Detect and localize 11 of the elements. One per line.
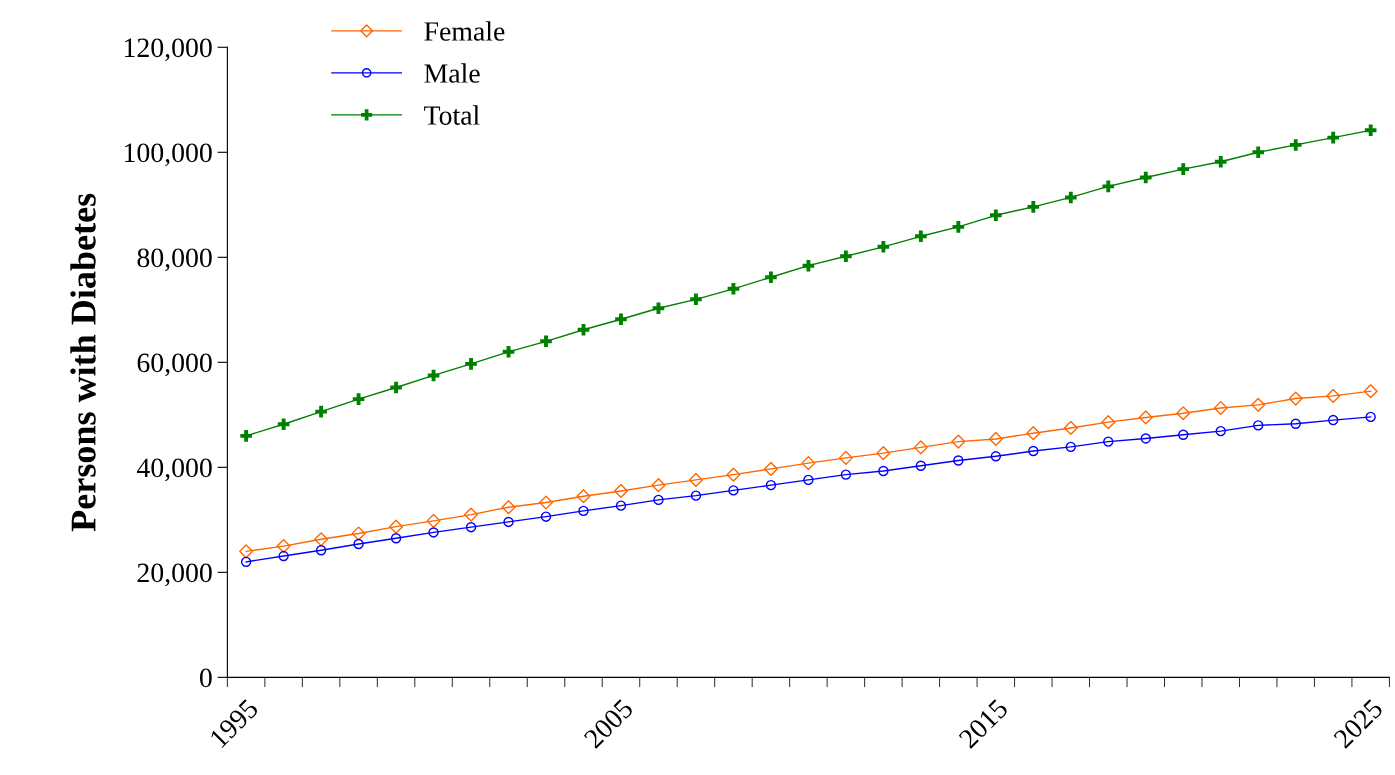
legend-label: Total [424,105,480,125]
y-tick-label: 100,000 [124,143,212,167]
legend-label: Male [424,63,480,83]
y-tick-label: 20,000 [137,563,212,587]
y-tick-label: 60,000 [137,353,212,377]
y-axis-title: Persons with Diabetes [70,193,96,532]
y-tick-label: 80,000 [137,248,212,272]
y-tick-label: 0 [199,668,212,688]
y-tick-label: 120,000 [124,38,212,62]
legend-label: Female [424,21,505,41]
y-tick-label: 40,000 [136,458,212,482]
